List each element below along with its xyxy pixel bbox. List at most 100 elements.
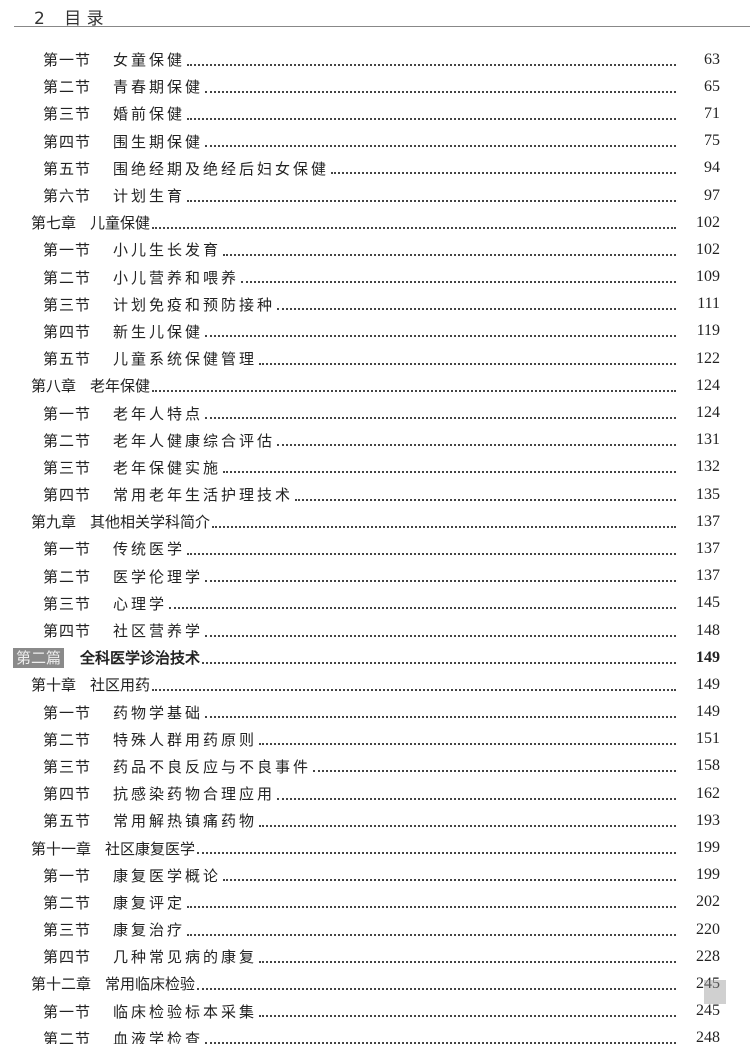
running-header: 2 目 录 (34, 4, 118, 29)
entry-number: 第九章 (31, 513, 77, 532)
toc-entry-chapter[interactable]: 第七章 儿童保健 102 (0, 209, 750, 236)
toc-entry-section[interactable]: 第一节 老年人特点 124 (0, 399, 750, 426)
toc-entry-chapter[interactable]: 第九章 其他相关学科简介 137 (0, 508, 750, 535)
entry-page: 97 (704, 186, 720, 204)
entry-page: 102 (696, 240, 720, 258)
toc-entry-section[interactable]: 第二节 小儿营养和喂养 109 (0, 264, 750, 291)
entry-page: 248 (696, 1029, 720, 1044)
entry-title: 儿童系统保健管理 (113, 350, 258, 369)
entry-page: 137 (696, 512, 720, 530)
toc-entry-section[interactable]: 第一节 临床检验标本采集 245 (0, 998, 750, 1025)
dot-leader (241, 271, 676, 284)
toc-entry-section[interactable]: 第一节 传统医学 137 (0, 535, 750, 562)
toc-entry-section[interactable]: 第一节 女童保健 63 (0, 46, 750, 73)
entry-label: 第一节 药物学基础 (43, 702, 203, 723)
toc-entry-section[interactable]: 第五节 常用解热镇痛药物 193 (0, 807, 750, 834)
entry-number: 第五节 (43, 350, 92, 369)
entry-page: 149 (696, 675, 720, 693)
entry-label: 第五节 围绝经期及绝经后妇女保健 (43, 158, 329, 179)
entry-number: 第三节 (43, 105, 92, 124)
toc-entry-chapter[interactable]: 第八章 老年保健 124 (0, 372, 750, 399)
dot-leader (223, 461, 676, 474)
entry-number: 第四节 (43, 785, 92, 804)
entry-number: 第十二章 (31, 975, 92, 994)
toc-entry-section[interactable]: 第二节 青春期保健 65 (0, 73, 750, 100)
entry-title: 特殊人群用药原则 (113, 730, 258, 749)
dot-leader (223, 869, 676, 882)
dot-leader (277, 788, 676, 800)
toc-entry-section[interactable]: 第一节 康复医学概论 199 (0, 862, 750, 889)
toc-entry-section[interactable]: 第二节 特殊人群用药原则 151 (0, 726, 750, 753)
entry-title: 围生期保健 (113, 132, 204, 151)
entry-number: 第一节 (43, 241, 92, 260)
entry-number: 第十章 (31, 676, 77, 695)
entry-label: 第三节 计划免疫和预防接种 (43, 294, 275, 315)
entry-number: 第一节 (43, 866, 92, 885)
entry-label: 第三节 药品不良反应与不良事件 (43, 756, 311, 777)
toc-entry-section[interactable]: 第五节 儿童系统保健管理 122 (0, 345, 750, 372)
entry-page: 245 (696, 1002, 720, 1020)
entry-label: 第四节 新生儿保健 (43, 321, 203, 342)
toc-entry-section[interactable]: 第三节 康复治疗 220 (0, 916, 750, 943)
entry-number: 第二节 (43, 431, 92, 450)
entry-page: 149 (696, 648, 720, 666)
entry-number: 第一节 (43, 540, 92, 559)
entry-label: 第四节 围生期保健 (43, 131, 203, 152)
toc-entry-chapter[interactable]: 第十一章 社区康复医学 199 (0, 834, 750, 861)
toc-entry-section[interactable]: 第四节 常用老年生活护理技术 135 (0, 481, 750, 508)
entry-title: 医学伦理学 (113, 567, 204, 586)
entry-title: 围绝经期及绝经后妇女保健 (113, 159, 330, 178)
entry-number: 第五节 (43, 159, 92, 178)
dot-leader (152, 217, 676, 229)
toc-entry-section[interactable]: 第四节 社区营养学 148 (0, 617, 750, 644)
entry-page: 228 (696, 947, 720, 965)
entry-label: 第五节 儿童系统保健管理 (43, 348, 257, 369)
toc-entry-section[interactable]: 第四节 新生儿保健 119 (0, 318, 750, 345)
toc-entry-section[interactable]: 第五节 围绝经期及绝经后妇女保健 94 (0, 155, 750, 182)
entry-label: 第四节 几种常见病的康复 (43, 946, 257, 967)
entry-number: 第七章 (31, 214, 77, 233)
entry-page: 158 (696, 757, 720, 775)
dot-leader (212, 516, 676, 528)
entry-number: 第二节 (43, 268, 92, 287)
toc-entry-section[interactable]: 第二节 老年人健康综合评估 131 (0, 427, 750, 454)
toc-entry-section[interactable]: 第三节 药品不良反应与不良事件 158 (0, 753, 750, 780)
entry-page: 131 (696, 431, 720, 449)
entry-title: 婚前保健 (113, 105, 186, 124)
toc-entry-section[interactable]: 第三节 老年保健实施 132 (0, 454, 750, 481)
entry-number: 第二节 (43, 78, 92, 97)
toc-entry-section[interactable]: 第一节 小儿生长发育 102 (0, 236, 750, 263)
toc-entry-section[interactable]: 第四节 抗感染药物合理应用 162 (0, 780, 750, 807)
entry-page: 124 (696, 376, 720, 394)
entry-title: 血液学检查 (113, 1029, 204, 1044)
toc-entry-section[interactable]: 第二节 康复评定 202 (0, 889, 750, 916)
toc-entry-section[interactable]: 第二节 医学伦理学 137 (0, 563, 750, 590)
entry-page: 145 (696, 594, 720, 612)
toc-entry-section[interactable]: 第二节 血液学检查 248 (0, 1025, 750, 1044)
entry-page: 75 (704, 132, 720, 150)
entry-number: 第二节 (43, 893, 92, 912)
dot-leader (187, 54, 676, 66)
dot-leader (259, 353, 676, 365)
entry-page: 119 (696, 322, 720, 340)
toc-entry-part[interactable]: 第二篇 全科医学诊治技术 149 (0, 644, 750, 671)
toc-entry-section[interactable]: 第一节 药物学基础 149 (0, 699, 750, 726)
toc-entry-chapter[interactable]: 第十二章 常用临床检验 245 (0, 970, 750, 997)
toc-entry-section[interactable]: 第三节 心理学 145 (0, 590, 750, 617)
entry-title: 社区营养学 (113, 622, 204, 641)
toc-entry-chapter[interactable]: 第十章 社区用药 149 (0, 671, 750, 698)
entry-title: 全科医学诊治技术 (80, 649, 201, 668)
entry-number: 第四节 (43, 622, 92, 641)
entry-label: 第四节 常用老年生活护理技术 (43, 484, 293, 505)
toc-entry-section[interactable]: 第三节 婚前保健 71 (0, 100, 750, 127)
toc-entry-section[interactable]: 第四节 几种常见病的康复 228 (0, 943, 750, 970)
entry-page: 202 (696, 893, 720, 911)
dot-leader (313, 760, 676, 773)
entry-page: 162 (696, 784, 720, 802)
entry-number: 第三节 (43, 757, 92, 776)
toc-entry-section[interactable]: 第六节 计划生育 97 (0, 182, 750, 209)
toc-entry-section[interactable]: 第四节 围生期保健 75 (0, 128, 750, 155)
toc-entry-section[interactable]: 第三节 计划免疫和预防接种 111 (0, 291, 750, 318)
entry-number: 第二节 (43, 730, 92, 749)
entry-page: 71 (704, 104, 720, 122)
